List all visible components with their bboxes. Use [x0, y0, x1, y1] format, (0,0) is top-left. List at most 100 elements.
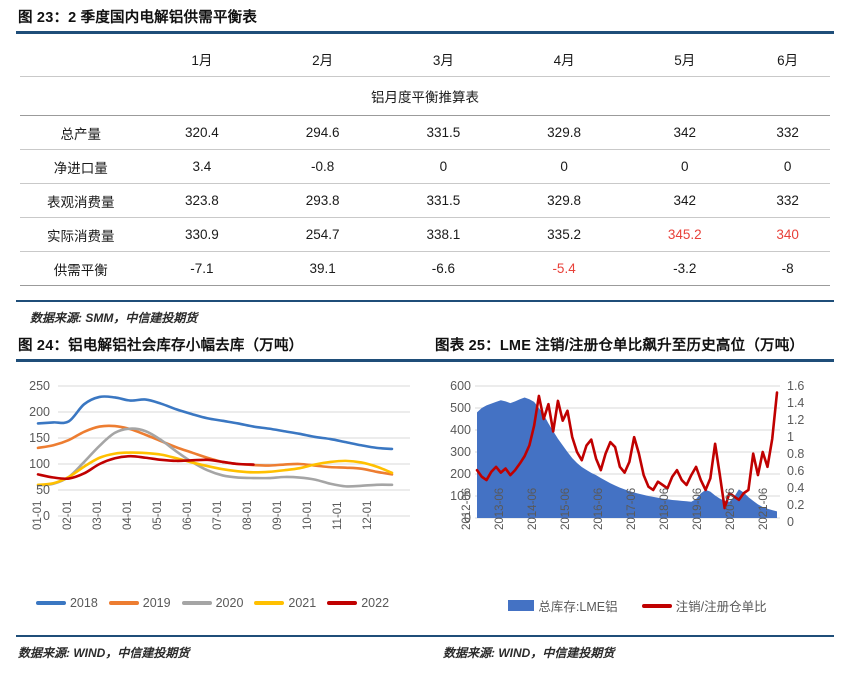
legend-item-2019[interactable]: 2019	[108, 596, 171, 610]
ytick-150: 150	[29, 431, 50, 445]
legend-item-total-stock[interactable]: 总库存:LME铝	[508, 596, 618, 615]
legend-item-2021[interactable]: 2021	[254, 596, 316, 610]
cell-r3c1: 254.7	[262, 217, 383, 252]
figure23-source-rule	[16, 300, 834, 302]
table-row: 总产量 320.4 294.6 331.5 329.8 342 332	[20, 115, 830, 150]
ytick-right-0.8: 0.8	[787, 447, 805, 461]
xtick-07-01: 07-01	[212, 500, 224, 530]
xtick-09-01: 09-01	[272, 500, 284, 530]
legend-label-2018: 2018	[69, 596, 98, 610]
footer: 数据来源: WIND，中信建投期货 数据来源: WIND，中信建投期货	[0, 634, 850, 662]
xtick-2018-06: 2018-06	[659, 487, 671, 530]
cell-r2c4: 342	[624, 183, 746, 218]
charts-title-row: 图 24：铝电解铝社会库存小幅去库（万吨） 图表 25：LME 注销/注册仓单比…	[0, 328, 850, 359]
figure25-area-total-stock	[477, 397, 777, 518]
xtick-2017-06: 2017-06	[626, 487, 638, 530]
ytick-right-0.2: 0.2	[787, 498, 805, 512]
table-caption-row: 铝月度平衡推算表	[20, 76, 830, 116]
footer-sources-row: 数据来源: WIND，中信建投期货 数据来源: WIND，中信建投期货	[0, 637, 850, 661]
figure24-series-2022	[36, 454, 255, 481]
legend-swatch-icon-cancel-ratio	[641, 603, 672, 608]
xtick-2020-06: 2020-06	[725, 487, 737, 530]
xtick-04-01: 04-01	[122, 500, 134, 530]
ytick-right-0.4: 0.4	[787, 481, 805, 495]
legend-label-cancel-ratio: 注销/注册仓单比	[675, 600, 767, 614]
figure23-section: 图 23：2 季度国内电解铝供需平衡表 铝月度平衡推算表 1月 2月 3月 4月	[0, 0, 850, 326]
ytick-250: 250	[29, 379, 50, 393]
table-header-row: 1月 2月 3月 4月 5月 6月	[20, 42, 830, 77]
legend-swatch-icon-total-stock	[508, 600, 535, 611]
cell-r2c3: 329.8	[503, 183, 625, 218]
xtick-2021-06: 2021-06	[758, 487, 770, 530]
table-row: 表观消费量 323.8 293.8 331.5 329.8 342 332	[20, 183, 830, 218]
ytick-right-0.6: 0.6	[787, 464, 805, 478]
xtick-06-01: 06-01	[182, 500, 194, 530]
ytick-100: 100	[29, 457, 50, 471]
xtick-12-01: 12-01	[362, 500, 374, 530]
ytick-left-400: 400	[450, 423, 471, 437]
cell-r3c2: 338.1	[382, 217, 504, 252]
cell-r1c1: -0.8	[262, 149, 383, 184]
cell-r3c4: 345.2	[624, 217, 746, 252]
cell-r2c2: 331.5	[382, 183, 504, 218]
legend-swatch-icon-2022	[327, 601, 358, 605]
xtick-01-01: 01-01	[32, 500, 44, 530]
cell-r1c0: 3.4	[141, 149, 263, 184]
figure24-series-2018	[36, 395, 394, 451]
table-caption: 铝月度平衡推算表	[20, 76, 830, 116]
cell-r0c3: 329.8	[503, 115, 625, 150]
xtick-2015-06: 2015-06	[560, 487, 572, 530]
legend-label-2019: 2019	[142, 596, 171, 610]
legend-label-2022: 2022	[361, 596, 390, 610]
figure23-source: 数据来源: SMM，中信建投期货	[30, 311, 198, 325]
legend-item-2020[interactable]: 2020	[181, 596, 243, 610]
cell-r0c2: 331.5	[382, 115, 504, 150]
cell-r4c4: -3.2	[624, 251, 746, 286]
legend-label-2021: 2021	[288, 596, 317, 610]
figure25-chart-column: 600 500 400 300 200 100 0 1.6 1.4 1.2 1 …	[425, 362, 850, 615]
legend-item-cancel-ratio[interactable]: 注销/注册仓单比	[641, 596, 767, 615]
cell-r3c3: 335.2	[503, 217, 625, 252]
ytick-right-1: 1	[787, 430, 794, 444]
row-label-supply-demand-balance: 供需平衡	[20, 251, 142, 286]
cell-r4c2: -6.6	[382, 251, 504, 286]
col-header-m2: 2月	[262, 42, 383, 77]
ytick-0: 0	[43, 509, 50, 523]
cell-r0c0: 320.4	[141, 115, 263, 150]
cell-r1c2: 0	[382, 149, 504, 184]
legend-swatch-icon-2019	[108, 601, 139, 605]
legend-label-total-stock: 总库存:LME铝	[538, 600, 618, 614]
ytick-right-1.4: 1.4	[787, 396, 805, 410]
figure24-chart-column: 250 200 150 100 50 0 01-01 02-01 03-01 0…	[0, 362, 425, 615]
figure24-plot: 250 200 150 100 50 0 01-01 02-01 03-01 0…	[0, 368, 425, 618]
cell-r2c0: 323.8	[141, 183, 263, 218]
ytick-50: 50	[36, 483, 50, 497]
cell-r0c4: 342	[624, 115, 746, 150]
legend-item-2022[interactable]: 2022	[327, 596, 389, 610]
charts-row: 250 200 150 100 50 0 01-01 02-01 03-01 0…	[0, 362, 850, 615]
ytick-left-600: 600	[450, 379, 471, 393]
ytick-left-100: 100	[450, 489, 471, 503]
legend-item-2018[interactable]: 2018	[35, 596, 98, 610]
xtick-2016-06: 2016-06	[593, 487, 605, 530]
footer-rule	[16, 634, 834, 637]
col-header-blank	[20, 42, 142, 77]
cell-r2c1: 293.8	[262, 183, 383, 218]
legend-swatch-icon-2021	[254, 601, 285, 605]
table-head: 1月 2月 3月 4月 5月 6月	[20, 42, 830, 77]
col-header-m3: 3月	[382, 42, 504, 77]
figure25-line-cancel-ratio	[475, 391, 779, 510]
figure24-series-2021	[36, 451, 394, 487]
col-header-m4: 4月	[503, 42, 625, 77]
xtick-11-01: 11-01	[332, 501, 344, 530]
figure24-source: 数据来源: WIND，中信建投期货	[18, 646, 190, 660]
balance-table: 铝月度平衡推算表 1月 2月 3月 4月 5月 6月	[20, 42, 830, 286]
col-header-m5: 5月	[624, 42, 746, 77]
cell-r1c5: 0	[745, 149, 830, 184]
figure24-series-2020	[36, 427, 394, 488]
figure25-title: 图表 25：LME 注销/注册仓单比飙升至历史高位（万吨）	[435, 338, 805, 354]
xtick-08-01: 08-01	[242, 500, 254, 530]
legend-swatch-icon-2020	[181, 601, 212, 605]
xtick-2019-06: 2019-06	[692, 487, 704, 530]
ytick-left-500: 500	[450, 401, 471, 415]
